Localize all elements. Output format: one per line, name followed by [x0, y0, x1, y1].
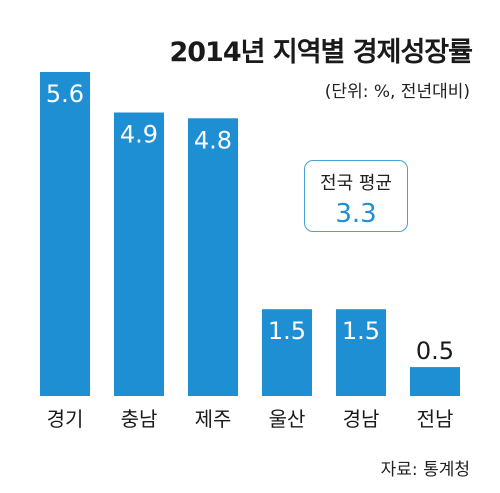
category-label-3: 울산 [269, 407, 306, 431]
bar-5 [410, 367, 460, 396]
category-label-1: 충남 [121, 407, 158, 431]
chart-subtitle: (단위: %, 전년대비) [324, 82, 470, 102]
source-note: 자료: 통계청 [380, 460, 470, 480]
category-label-5: 전남 [417, 407, 454, 431]
bar-value-label-0: 5.6 [46, 80, 84, 108]
bar-0 [40, 72, 90, 396]
bar-value-label-3: 1.5 [268, 317, 306, 345]
national-average-label: 전국 평균 [320, 173, 392, 194]
category-label-2: 제주 [195, 407, 232, 431]
bar-value-label-4: 1.5 [342, 317, 380, 345]
bar-value-label-1: 4.9 [120, 121, 158, 149]
bar-1 [114, 112, 164, 396]
national-average-box: 전국 평균 3.3 [304, 160, 408, 232]
category-label-4: 경남 [343, 407, 380, 431]
national-average-value: 3.3 [335, 199, 377, 229]
bar-3 [262, 309, 312, 396]
category-label-0: 경기 [47, 407, 84, 431]
bar-value-label-5: 0.5 [416, 337, 454, 365]
chart-title: 2014년 지역별 경제성장률 [169, 37, 473, 68]
bar-value-label-2: 4.8 [194, 126, 232, 154]
bar-4 [336, 309, 386, 396]
bar-2 [188, 118, 238, 397]
